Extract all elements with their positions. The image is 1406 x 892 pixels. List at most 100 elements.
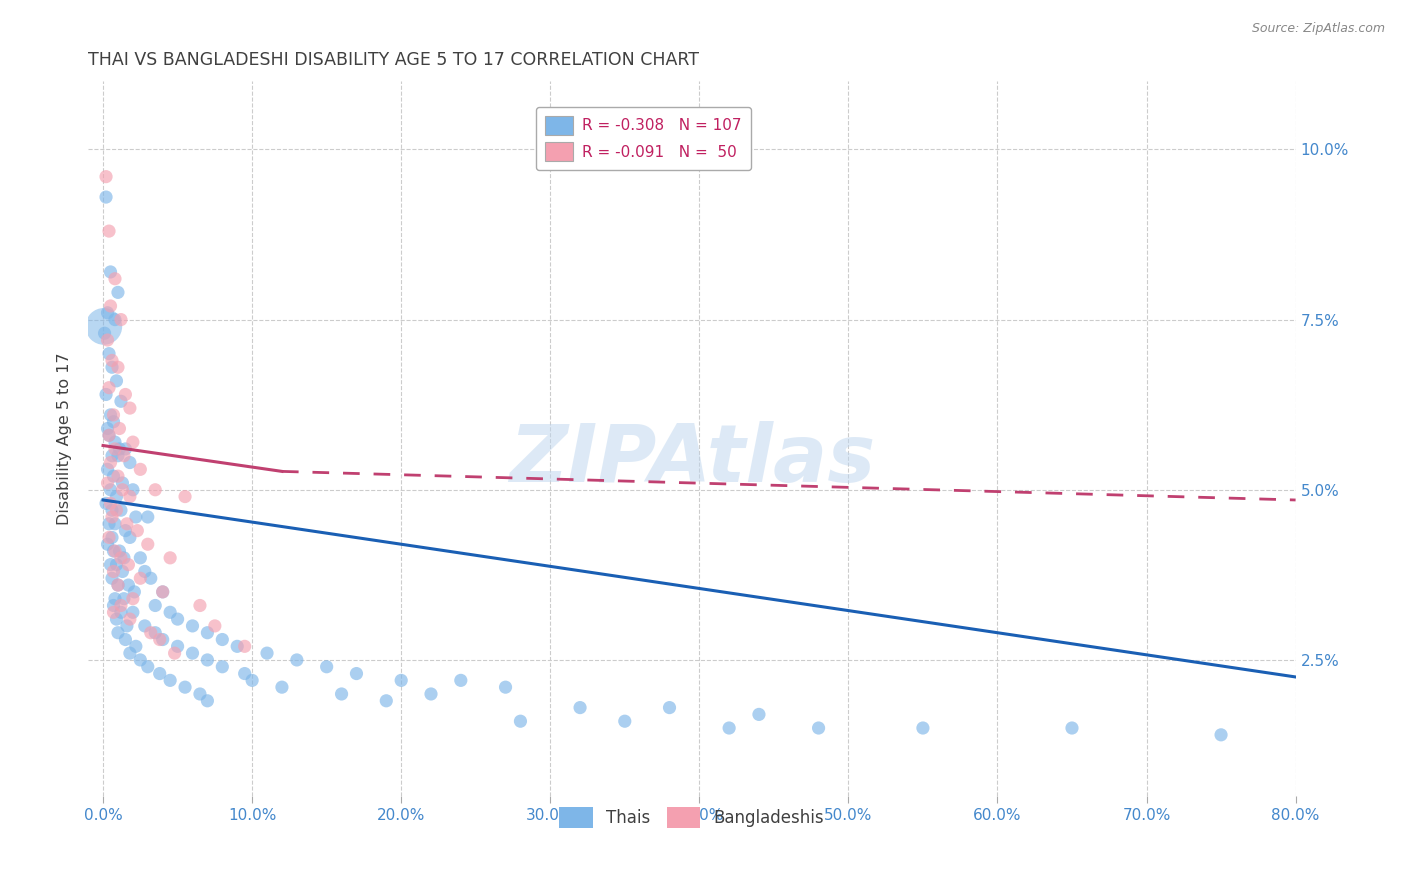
Point: [100, 483, 122, 497]
Point: [159, 550, 181, 565]
Point: [118, 530, 141, 544]
Point: [104, 516, 127, 531]
Point: [103, 469, 125, 483]
Point: [143, 483, 166, 497]
Point: [118, 490, 141, 504]
Y-axis label: Disability Age 5 to 17: Disability Age 5 to 17: [58, 352, 72, 525]
Point: [105, 503, 128, 517]
Point: [149, 632, 172, 647]
Point: [96, 475, 118, 490]
Point: [159, 605, 181, 619]
Point: [174, 490, 197, 504]
Point: [96, 462, 118, 476]
Point: [111, 565, 134, 579]
Point: [110, 605, 132, 619]
Point: [98, 530, 121, 544]
Point: [101, 353, 124, 368]
Point: [159, 673, 181, 688]
Point: [108, 544, 131, 558]
Point: [103, 415, 125, 429]
Point: [107, 449, 129, 463]
Point: [163, 646, 186, 660]
Point: [807, 721, 830, 735]
Point: [110, 503, 132, 517]
Point: [98, 346, 121, 360]
Point: [100, 496, 122, 510]
Point: [127, 524, 149, 538]
Point: [197, 694, 219, 708]
Point: [124, 585, 146, 599]
Point: [613, 714, 636, 729]
Point: [569, 700, 592, 714]
Point: [285, 653, 308, 667]
Point: [136, 510, 159, 524]
Point: [101, 360, 124, 375]
Point: [420, 687, 443, 701]
Point: [101, 571, 124, 585]
Point: [149, 666, 172, 681]
Text: ZIPAtlas: ZIPAtlas: [509, 421, 875, 500]
Point: [98, 381, 121, 395]
Point: [94, 387, 117, 401]
Point: [93, 326, 115, 341]
Point: [110, 312, 132, 326]
Point: [103, 565, 125, 579]
Point: [94, 496, 117, 510]
Point: [108, 421, 131, 435]
Legend: Thais, Bangladeshis: Thais, Bangladeshis: [553, 800, 831, 834]
Point: [101, 530, 124, 544]
Point: [108, 442, 131, 456]
Point: [166, 612, 188, 626]
Point: [330, 687, 353, 701]
Point: [495, 680, 517, 694]
Point: [748, 707, 770, 722]
Point: [152, 585, 174, 599]
Point: [103, 599, 125, 613]
Point: [122, 483, 145, 497]
Point: [197, 625, 219, 640]
Point: [129, 550, 152, 565]
Point: [211, 632, 233, 647]
Point: [1209, 728, 1232, 742]
Point: [94, 190, 117, 204]
Point: [114, 632, 136, 647]
Point: [100, 456, 122, 470]
Point: [211, 659, 233, 673]
Point: [96, 333, 118, 347]
Point: [101, 510, 124, 524]
Point: [105, 558, 128, 572]
Point: [134, 565, 156, 579]
Point: [103, 408, 125, 422]
Text: Source: ZipAtlas.com: Source: ZipAtlas.com: [1251, 22, 1385, 36]
Point: [256, 646, 278, 660]
Point: [271, 680, 294, 694]
Point: [98, 428, 121, 442]
Point: [125, 640, 148, 654]
Point: [107, 625, 129, 640]
Point: [100, 408, 122, 422]
Point: [105, 374, 128, 388]
Point: [96, 306, 118, 320]
Point: [118, 646, 141, 660]
Point: [118, 401, 141, 415]
Point: [375, 694, 398, 708]
Point: [111, 475, 134, 490]
Point: [389, 673, 412, 688]
Point: [188, 687, 211, 701]
Point: [346, 666, 368, 681]
Point: [1060, 721, 1083, 735]
Point: [114, 524, 136, 538]
Point: [233, 640, 256, 654]
Point: [101, 449, 124, 463]
Point: [107, 578, 129, 592]
Text: THAI VS BANGLADESHI DISABILITY AGE 5 TO 17 CORRELATION CHART: THAI VS BANGLADESHI DISABILITY AGE 5 TO …: [89, 51, 699, 69]
Point: [115, 516, 138, 531]
Point: [93, 319, 115, 334]
Point: [98, 224, 121, 238]
Point: [233, 666, 256, 681]
Point: [100, 299, 122, 313]
Point: [114, 387, 136, 401]
Point: [114, 442, 136, 456]
Point: [450, 673, 472, 688]
Point: [152, 632, 174, 647]
